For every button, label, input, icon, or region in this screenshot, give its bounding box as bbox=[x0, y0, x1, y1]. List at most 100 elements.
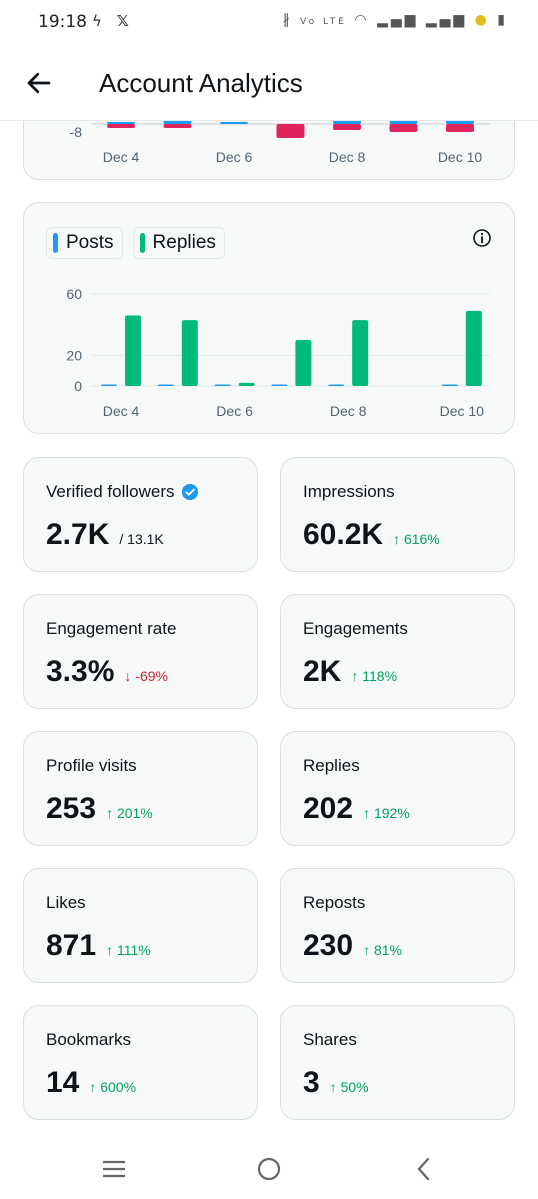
arrow-up-icon: ↑ bbox=[89, 1079, 97, 1095]
chart-legend: Posts Replies bbox=[46, 227, 225, 259]
posts-bar bbox=[214, 384, 231, 386]
stat-change-value: 111% bbox=[113, 942, 151, 958]
notification-icon: ϟ bbox=[92, 12, 102, 30]
y-tick-label: 0 bbox=[74, 378, 82, 394]
bar bbox=[446, 120, 474, 124]
bar bbox=[389, 124, 418, 132]
stat-card-engagements[interactable]: Engagements 2K ↑ 118% bbox=[280, 594, 515, 709]
arrow-up-icon: ↑ bbox=[393, 531, 401, 547]
stat-value-row: 60.2K ↑ 616% bbox=[303, 518, 440, 552]
stat-change: ↑ 111% bbox=[106, 942, 151, 958]
legend-posts-label: Posts bbox=[66, 232, 114, 253]
system-nav-bar bbox=[0, 1140, 538, 1199]
stat-card-reposts[interactable]: Reposts 230 ↑ 81% bbox=[280, 868, 515, 983]
bluetooth-icon: ∦ bbox=[282, 12, 293, 28]
stat-change-value: 50% bbox=[336, 1079, 369, 1095]
home-icon[interactable] bbox=[254, 1154, 284, 1184]
recent-apps-icon[interactable] bbox=[99, 1154, 129, 1184]
arrow-up-icon: ↑ bbox=[363, 805, 371, 821]
stat-change-value: 118% bbox=[358, 668, 398, 684]
stat-card-verified-followers[interactable]: Verified followers 2.7K / 13.1K bbox=[23, 457, 258, 572]
arrow-down-icon: ↓ bbox=[124, 668, 132, 684]
replies-bar bbox=[181, 320, 198, 386]
legend-replies-label: Replies bbox=[152, 232, 216, 253]
stat-card-replies[interactable]: Replies 202 ↑ 192% bbox=[280, 731, 515, 846]
stat-value-row: 253 ↑ 201% bbox=[46, 792, 153, 826]
chart-posts-replies-svg: 0 20 60 Dec 4 Dec 6 Dec 8 Dec 10 bbox=[66, 286, 490, 419]
bar bbox=[163, 120, 192, 124]
stat-card-likes[interactable]: Likes 871 ↑ 111% bbox=[23, 868, 258, 983]
bar bbox=[220, 122, 248, 124]
posts-bar bbox=[101, 384, 117, 386]
stat-value-row: 230 ↑ 81% bbox=[303, 929, 402, 963]
wifi-icon: ◠ bbox=[354, 12, 370, 28]
stat-change-value: 616% bbox=[400, 531, 440, 547]
bar bbox=[389, 120, 418, 124]
stat-value: 253 bbox=[46, 792, 97, 825]
legend-replies[interactable]: Replies bbox=[132, 227, 225, 259]
stat-label: Bookmarks bbox=[46, 1030, 131, 1050]
stat-value: 230 bbox=[303, 929, 354, 962]
arrow-up-icon: ↑ bbox=[329, 1079, 337, 1095]
status-bar: 19:18 ϟ 𝕏 ∦ Vo LTE ◠ ▂▄▆ ▂▄▆ ● ▮ bbox=[0, 0, 538, 44]
stat-change-value: 201% bbox=[113, 805, 153, 821]
stat-value-row: 871 ↑ 111% bbox=[46, 929, 151, 963]
stat-change: ↑ 118% bbox=[351, 668, 397, 684]
stat-card-bookmarks[interactable]: Bookmarks 14 ↑ 600% bbox=[23, 1005, 258, 1120]
stat-card-shares[interactable]: Shares 3 ↑ 50% bbox=[280, 1005, 515, 1120]
legend-replies-swatch bbox=[139, 233, 145, 253]
stat-label-text: Impressions bbox=[303, 482, 395, 501]
stat-card-profile-visits[interactable]: Profile visits 253 ↑ 201% bbox=[23, 731, 258, 846]
stat-label-text: Replies bbox=[303, 756, 360, 775]
stat-change-value: 192% bbox=[370, 805, 410, 821]
posts-bar bbox=[157, 384, 174, 386]
status-right-icons: ∦ Vo LTE ◠ ▂▄▆ ▂▄▆ ● ▮ bbox=[283, 12, 508, 28]
stat-card-engagement-rate[interactable]: Engagement rate 3.3% ↓ -69% bbox=[23, 594, 258, 709]
signal-icon: ▂▄▆ bbox=[377, 12, 419, 28]
stat-value: 2.7K bbox=[46, 518, 110, 551]
posts-bar bbox=[271, 384, 288, 386]
stat-value-row: 2K ↑ 118% bbox=[303, 655, 397, 689]
stat-label-text: Engagement rate bbox=[46, 619, 177, 638]
stat-change: ↑ 50% bbox=[330, 1079, 369, 1095]
stat-label: Profile visits bbox=[46, 756, 137, 776]
x-tick-label: Dec 10 bbox=[440, 403, 485, 419]
stat-value-row: 3 ↑ 50% bbox=[303, 1066, 369, 1100]
legend-posts[interactable]: Posts bbox=[46, 227, 123, 259]
info-icon[interactable] bbox=[472, 228, 492, 248]
replies-bar bbox=[238, 382, 255, 386]
stat-label: Impressions bbox=[303, 482, 395, 502]
chart-top-svg: -8 Dec 4 Dec 6 Dec 8 Dec 10 bbox=[70, 120, 490, 165]
back-nav-icon[interactable] bbox=[409, 1154, 439, 1184]
signal-icon: ▂▄▆ bbox=[425, 12, 468, 28]
x-tick-label: Dec 4 bbox=[103, 149, 140, 165]
posts-bar bbox=[328, 384, 345, 386]
stat-label: Reposts bbox=[303, 893, 365, 913]
chart-card-posts-replies: Posts Replies 0 20 60 Dec 4 Dec 6 Dec 8 Dec 10 bbox=[23, 202, 515, 434]
y-tick-label: 60 bbox=[66, 286, 82, 302]
arrow-up-icon: ↑ bbox=[351, 668, 359, 684]
stat-value: 60.2K bbox=[303, 518, 384, 551]
stat-value-row: 14 ↑ 600% bbox=[46, 1066, 136, 1100]
stat-value-row: 3.3% ↓ -69% bbox=[46, 655, 168, 689]
stat-card-impressions[interactable]: Impressions 60.2K ↑ 616% bbox=[280, 457, 515, 572]
bar bbox=[276, 124, 305, 138]
arrow-up-icon: ↑ bbox=[106, 942, 114, 958]
stat-change: ↑ 192% bbox=[363, 805, 410, 821]
stat-value: 3.3% bbox=[46, 655, 115, 688]
battery-icon: ▮ bbox=[497, 12, 508, 28]
stat-value: 14 bbox=[46, 1066, 80, 1099]
stat-label-text: Reposts bbox=[303, 893, 366, 912]
status-left-icons: ϟ 𝕏 bbox=[92, 12, 129, 30]
back-arrow-icon[interactable] bbox=[24, 68, 54, 98]
stat-label: Engagements bbox=[303, 619, 408, 639]
bar bbox=[107, 124, 135, 128]
volte-icon: Vo LTE bbox=[300, 17, 347, 27]
stat-change-value: 600% bbox=[96, 1079, 137, 1095]
stat-label-text: Shares bbox=[303, 1030, 357, 1049]
stat-change-value: 81% bbox=[370, 942, 402, 958]
stat-value: 2K bbox=[303, 655, 342, 688]
x-icon: 𝕏 bbox=[116, 12, 129, 30]
x-tick-label: Dec 6 bbox=[216, 403, 253, 419]
legend-posts-swatch bbox=[53, 233, 58, 253]
